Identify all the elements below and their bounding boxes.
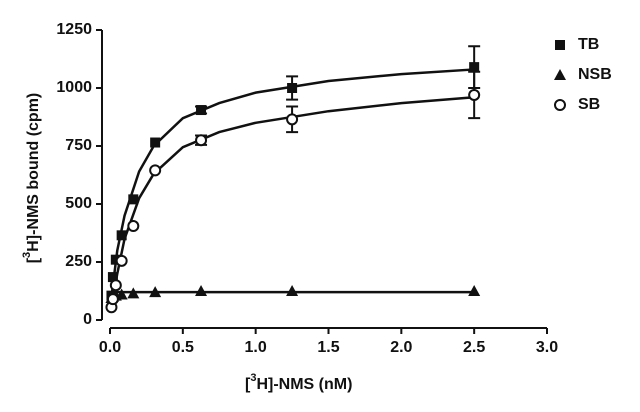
- y-tick-label: 500: [65, 195, 92, 212]
- y-tick-label: 1000: [56, 79, 92, 96]
- x-tick-label: 3.0: [536, 339, 558, 356]
- legend-label: SB: [578, 96, 600, 113]
- x-axis-label: [3H]-NMS (nM): [245, 372, 352, 393]
- x-tick-label: 0.0: [99, 339, 121, 356]
- data-point: [286, 285, 299, 296]
- y-label-part: [: [25, 257, 42, 263]
- fit-curve: [110, 96, 475, 309]
- y-label-part: H]-NMS bound (cpm): [25, 93, 42, 252]
- x-tick-label: 1.0: [245, 339, 267, 356]
- x-tick-label: 2.0: [390, 339, 412, 356]
- data-point: [116, 230, 127, 241]
- fit-curve: [110, 68, 475, 297]
- data-point: [128, 194, 139, 205]
- data-point: [149, 164, 162, 177]
- data-point: [115, 254, 128, 267]
- legend-label: NSB: [578, 66, 612, 83]
- y-tick-label: 0: [83, 311, 92, 328]
- data-point: [109, 279, 122, 292]
- data-point: [150, 137, 161, 148]
- x-label-sup: 3: [250, 372, 256, 384]
- data-point: [286, 113, 299, 126]
- y-axis-label: [3H]-NMS bound (cpm): [21, 93, 42, 264]
- x-tick-label: 1.5: [317, 339, 339, 356]
- data-point: [469, 62, 480, 73]
- data-point: [127, 287, 140, 299]
- legend-marker: [555, 40, 565, 50]
- data-point: [468, 285, 481, 296]
- data-point: [287, 83, 298, 93]
- data-point: [149, 286, 162, 298]
- legend-label: TB: [578, 36, 599, 53]
- legend-marker: [554, 99, 566, 111]
- x-label-part: H]-NMS (nM): [256, 376, 352, 393]
- y-tick-label: 750: [65, 137, 92, 154]
- x-label-part: [: [245, 376, 251, 393]
- data-point: [196, 105, 207, 116]
- data-point: [106, 293, 119, 306]
- y-label-sup: 3: [21, 252, 33, 258]
- data-point: [195, 285, 208, 296]
- data-point: [195, 134, 208, 147]
- data-point: [468, 88, 481, 101]
- y-tick-label: 250: [65, 253, 92, 270]
- y-tick-label: 1250: [56, 21, 92, 38]
- data-point: [115, 288, 128, 300]
- data-point: [127, 220, 140, 233]
- data-point: [107, 272, 118, 283]
- legend-marker: [554, 69, 566, 80]
- x-tick-label: 2.5: [463, 339, 485, 356]
- x-tick-label: 0.5: [172, 339, 194, 356]
